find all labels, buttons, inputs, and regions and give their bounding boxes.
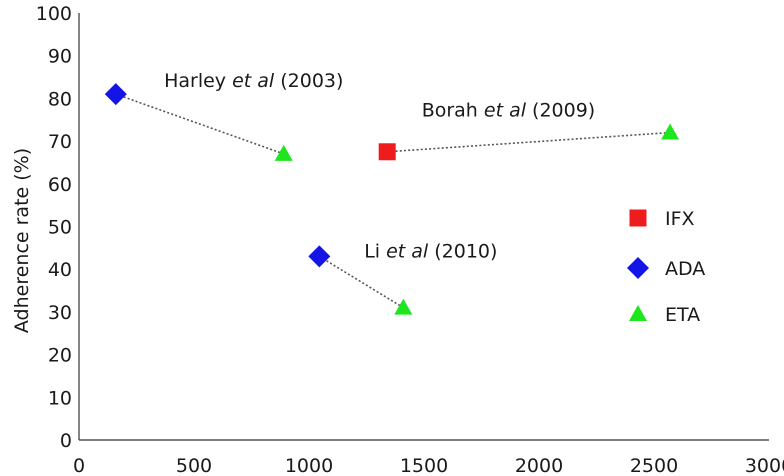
y-tick-label: 70 <box>48 131 72 153</box>
legend-marker-ada <box>627 257 649 279</box>
y-tick-label: 90 <box>48 46 72 68</box>
study-connector-line <box>318 255 404 309</box>
study-label: Borah et al (2009) <box>422 99 596 121</box>
study-connector-line <box>115 93 284 155</box>
data-points <box>104 83 680 315</box>
x-tick-label: 1000 <box>285 455 333 476</box>
x-tick-label: 3000 <box>745 455 784 476</box>
data-point-eta <box>661 123 680 140</box>
study-connector-line <box>387 131 671 153</box>
x-tick-label: 500 <box>176 455 212 476</box>
y-tick-label: 60 <box>48 174 72 196</box>
legend-marker-ifx <box>629 209 647 227</box>
x-tick-label: 2000 <box>515 455 563 476</box>
data-point-ada <box>104 83 127 106</box>
y-tick-label: 20 <box>48 345 72 367</box>
study-label: Li et al (2010) <box>364 241 497 263</box>
legend-label-ada: ADA <box>665 258 705 280</box>
x-tick-label: 0 <box>73 455 85 476</box>
y-axis-title: Adherence rate (%) <box>11 148 33 333</box>
y-tick-label: 50 <box>48 217 72 239</box>
legend-label-eta: ETA <box>665 304 700 326</box>
connector-lines <box>115 93 671 309</box>
y-tick-label: 100 <box>36 3 72 25</box>
x-tick-label: 2500 <box>630 455 678 476</box>
y-tick-label: 10 <box>48 387 72 409</box>
legend: IFX ADA ETA <box>627 208 705 326</box>
legend-label-ifx: IFX <box>665 208 695 230</box>
legend-marker-eta <box>629 305 647 321</box>
data-point-ada <box>308 245 331 268</box>
data-point-eta <box>274 144 293 161</box>
data-point-ifx <box>378 143 396 161</box>
x-tick-label: 1500 <box>400 455 448 476</box>
y-tick-label: 30 <box>48 302 72 324</box>
y-tick-label: 40 <box>48 259 72 281</box>
study-label: Harley et al (2003) <box>164 70 343 92</box>
study-annotations: Harley et al (2003) Borah et al (2009) Li … <box>164 70 595 263</box>
y-tick-label: 80 <box>48 88 72 110</box>
data-point-eta <box>394 298 413 315</box>
y-tick-label: 0 <box>60 430 72 452</box>
